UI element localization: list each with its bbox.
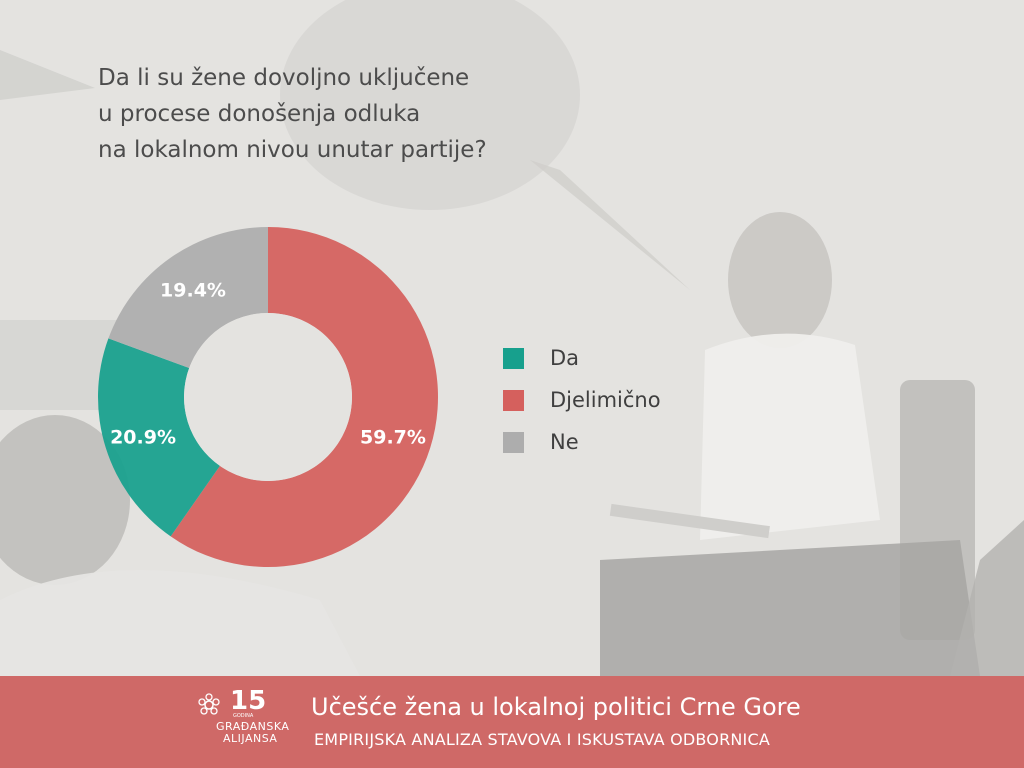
data-label-da: 20.9% [110, 426, 176, 448]
data-label-ne: 19.4% [160, 280, 226, 302]
donut-hole [184, 313, 352, 481]
question-line-3: na lokalnom nivou unutar partije? [98, 137, 487, 163]
slice-ne [108, 227, 268, 369]
legend-item-djelimicno: Djelimično [503, 379, 661, 421]
logo-godina: GODINA [233, 713, 254, 719]
donut-chart: 59.7% 20.9% 19.4% [98, 227, 439, 567]
logo-number: 15 [230, 686, 267, 716]
legend-swatch-djelimicno [503, 389, 524, 411]
gradjanska-alijansa-logo: 15 GODINA GRAĐANSKA ALIJANSA [196, 688, 296, 758]
footer-title: Učešće žena u lokalnoj politici Crne Gor… [311, 693, 801, 721]
legend-swatch-ne [503, 431, 524, 453]
data-label-djelimicno: 59.7% [360, 426, 426, 448]
legend-swatch-da [503, 347, 524, 369]
chart-legend: Da Djelimično Ne [503, 337, 661, 463]
logo-name-line2: ALIJANSA [223, 732, 278, 745]
chart-question-title: Da li su žene dovoljno uključene u proce… [98, 60, 658, 168]
legend-item-da: Da [503, 337, 661, 379]
footer-banner: 15 GODINA GRAĐANSKA ALIJANSA Učešće žena… [0, 676, 1024, 768]
legend-label-ne: Ne [550, 430, 579, 454]
slice-djelimicno [170, 227, 439, 567]
legend-label-djelimicno: Djelimično [550, 388, 661, 412]
legend-label-da: Da [550, 346, 580, 370]
question-line-2: u procese donošenja odluka [98, 101, 421, 127]
question-line-1: Da li su žene dovoljno uključene [98, 65, 470, 91]
logo-name-line1: GRAĐANSKA [216, 720, 290, 733]
slice-da [98, 338, 220, 537]
flower-logo-icon [198, 693, 220, 715]
footer-subtitle: EMPIRIJSKA ANALIZA STAVOVA I ISKUSTAVA O… [314, 730, 770, 749]
legend-item-ne: Ne [503, 421, 661, 463]
